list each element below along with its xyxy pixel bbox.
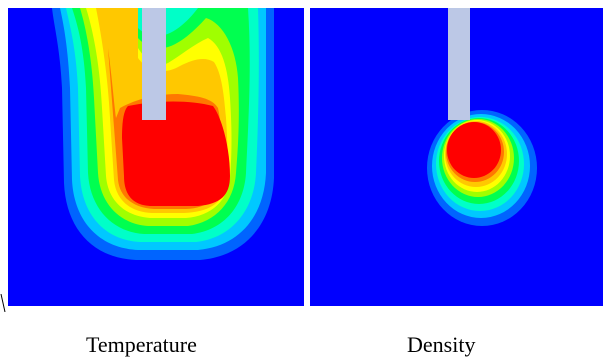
temperature-probe bbox=[142, 8, 166, 120]
density-contour-level-9 bbox=[447, 122, 501, 178]
temperature-caption: Temperature bbox=[86, 332, 197, 357]
density-probe bbox=[448, 8, 470, 120]
edge-tick-mark bbox=[0, 294, 6, 312]
density-caption: Density bbox=[407, 332, 476, 357]
temperature-contour-plot bbox=[8, 8, 304, 306]
density-contour-plot bbox=[310, 8, 603, 306]
temperature-contour-level-9 bbox=[122, 101, 230, 206]
